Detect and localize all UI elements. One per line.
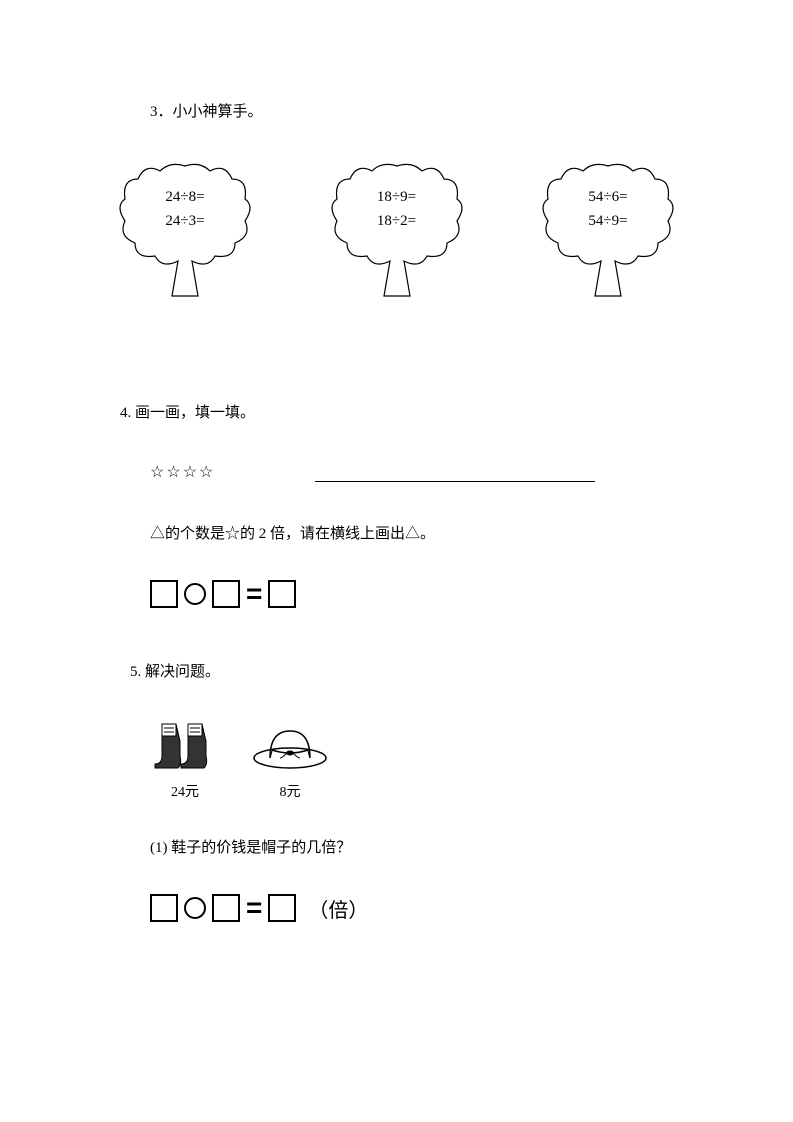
equals-sign: = (246, 578, 262, 610)
equation-template-2: = （倍） (150, 892, 693, 924)
operator-circle[interactable] (184, 583, 206, 605)
question-5-title: 5. 解决问题。 (130, 660, 693, 681)
tree-1: 24÷8= 24÷3= (110, 151, 260, 311)
stars-display: ☆☆☆☆ (150, 462, 215, 482)
number-box[interactable] (212, 894, 240, 922)
number-box[interactable] (150, 894, 178, 922)
operator-circle[interactable] (184, 897, 206, 919)
tree-3-equation-1: 54÷6= (533, 189, 683, 206)
answer-blank-line[interactable] (315, 464, 595, 482)
question-4-instruction: △的个数是☆的 2 倍，请在横线上画出△。 (150, 522, 693, 543)
items-row: 24元 8元 (150, 706, 693, 801)
tree-shape-icon (110, 151, 260, 311)
tree-2-equation-2: 18÷2= (322, 213, 472, 230)
tree-3: 54÷6= 54÷9= (533, 151, 683, 311)
equation-template-1: = (150, 578, 693, 610)
hat-icon (250, 716, 330, 776)
tree-shape-icon (322, 151, 472, 311)
tree-1-equation-1: 24÷8= (110, 189, 260, 206)
unit-suffix: （倍） (308, 894, 368, 923)
number-box[interactable] (268, 894, 296, 922)
hat-item: 8元 (250, 716, 330, 801)
question-4-title: 4. 画一画，填一填。 (120, 401, 693, 422)
equals-sign: = (246, 892, 262, 924)
trees-container: 24÷8= 24÷3= 18÷9= 18÷2= 54÷6= 54÷9= (100, 151, 693, 311)
tree-2-equation-1: 18÷9= (322, 189, 472, 206)
shoes-item: 24元 (150, 706, 220, 801)
question-5-sub-1: (1) 鞋子的价钱是帽子的几倍？ (150, 836, 693, 857)
tree-shape-icon (533, 151, 683, 311)
stars-row: ☆☆☆☆ (150, 462, 693, 482)
number-box[interactable] (268, 580, 296, 608)
question-3-title: 3．小小神算手。 (150, 100, 693, 121)
tree-2: 18÷9= 18÷2= (322, 151, 472, 311)
shoes-price: 24元 (171, 781, 199, 801)
number-box[interactable] (150, 580, 178, 608)
number-box[interactable] (212, 580, 240, 608)
shoes-icon (150, 706, 220, 776)
tree-1-equation-2: 24÷3= (110, 213, 260, 230)
tree-3-equation-2: 54÷9= (533, 213, 683, 230)
hat-price: 8元 (280, 781, 301, 801)
